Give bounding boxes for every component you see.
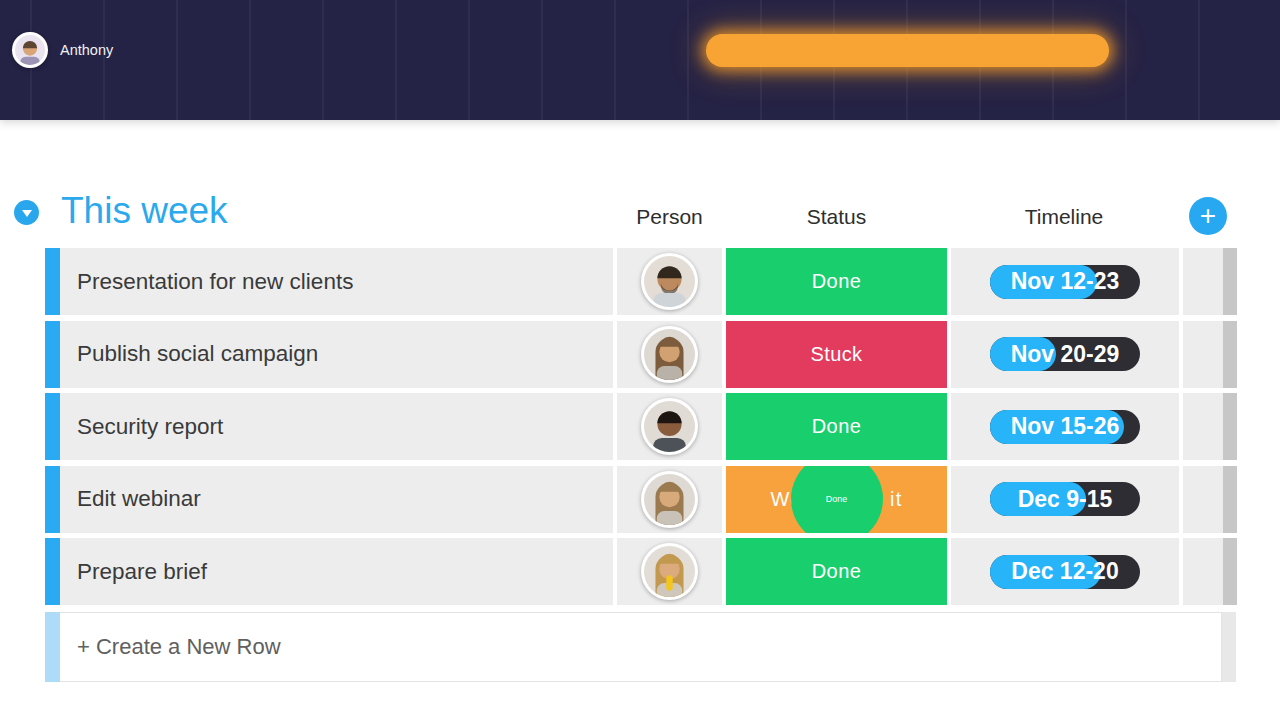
person-avatar	[641, 326, 698, 383]
table-row: Edit webinar Working on it Done Dec 9-15	[45, 466, 1237, 533]
column-header-timeline[interactable]: Timeline	[950, 205, 1178, 229]
task-rows: Presentation for new clients Done Nov 12…	[45, 248, 1237, 611]
group-title[interactable]: This week	[61, 190, 228, 232]
create-row-label[interactable]: + Create a New Row	[60, 612, 1222, 682]
column-header-status[interactable]: Status	[726, 205, 947, 229]
table-row: Prepare brief Done Dec 12-20	[45, 538, 1237, 605]
task-name-cell[interactable]: Security report	[60, 393, 613, 460]
row-end-cell	[1183, 466, 1237, 533]
row-color-stripe	[45, 466, 60, 533]
status-cell[interactable]: Working on it Done	[726, 466, 947, 533]
row-end-cell	[1183, 393, 1237, 460]
person-cell[interactable]	[617, 393, 722, 460]
row-color-stripe	[45, 538, 60, 605]
user-chip[interactable]: Anthony	[12, 32, 113, 68]
table-row: Publish social campaign Stuck Nov 20-29	[45, 321, 1237, 388]
person-avatar	[641, 398, 698, 455]
timeline-pill: Nov 15-26	[990, 410, 1140, 444]
timeline-cell[interactable]: Nov 15-26	[951, 393, 1179, 460]
column-header-person[interactable]: Person	[617, 205, 722, 229]
timeline-pill: Nov 20-29	[990, 337, 1140, 371]
task-name-cell[interactable]: Presentation for new clients	[60, 248, 613, 315]
create-new-row[interactable]: + Create a New Row	[45, 612, 1236, 682]
create-row-stripe	[45, 612, 60, 682]
status-cell[interactable]: Done	[726, 538, 947, 605]
top-navigation-bar: Anthony	[0, 0, 1280, 120]
row-end-cell	[1183, 538, 1237, 605]
status-cell[interactable]: Done	[726, 248, 947, 315]
user-name: Anthony	[60, 42, 113, 58]
row-end-cell	[1183, 248, 1237, 315]
timeline-pill: Dec 9-15	[990, 482, 1140, 516]
table-row: Presentation for new clients Done Nov 12…	[45, 248, 1237, 315]
status-change-overlay: Done	[791, 466, 883, 533]
person-cell[interactable]	[617, 248, 722, 315]
timeline-pill: Nov 12-23	[990, 265, 1140, 299]
timeline-pill: Dec 12-20	[990, 555, 1140, 589]
timeline-cell[interactable]: Dec 12-20	[951, 538, 1179, 605]
highlight-progress-pill	[706, 34, 1109, 67]
table-row: Security report Done Nov 15-26	[45, 393, 1237, 460]
person-cell[interactable]	[617, 321, 722, 388]
timeline-cell[interactable]: Dec 9-15	[951, 466, 1179, 533]
row-end-cell	[1183, 321, 1237, 388]
row-color-stripe	[45, 393, 60, 460]
task-name-cell[interactable]: Publish social campaign	[60, 321, 613, 388]
add-column-button[interactable]: +	[1189, 197, 1227, 235]
scrollbar-track[interactable]	[1222, 612, 1236, 682]
row-color-stripe	[45, 321, 60, 388]
board-page: Anthony This week Person Status Timeline…	[0, 0, 1280, 720]
person-avatar	[641, 471, 698, 528]
row-color-stripe	[45, 248, 60, 315]
timeline-cell[interactable]: Nov 20-29	[951, 321, 1179, 388]
status-cell[interactable]: Done	[726, 393, 947, 460]
timeline-cell[interactable]: Nov 12-23	[951, 248, 1179, 315]
task-name-cell[interactable]: Prepare brief	[60, 538, 613, 605]
task-name-cell[interactable]: Edit webinar	[60, 466, 613, 533]
person-cell[interactable]	[617, 466, 722, 533]
user-avatar	[12, 32, 48, 68]
person-avatar	[641, 253, 698, 310]
status-cell[interactable]: Stuck	[726, 321, 947, 388]
person-cell[interactable]	[617, 538, 722, 605]
collapse-group-icon[interactable]	[14, 200, 39, 225]
person-avatar	[641, 543, 698, 600]
